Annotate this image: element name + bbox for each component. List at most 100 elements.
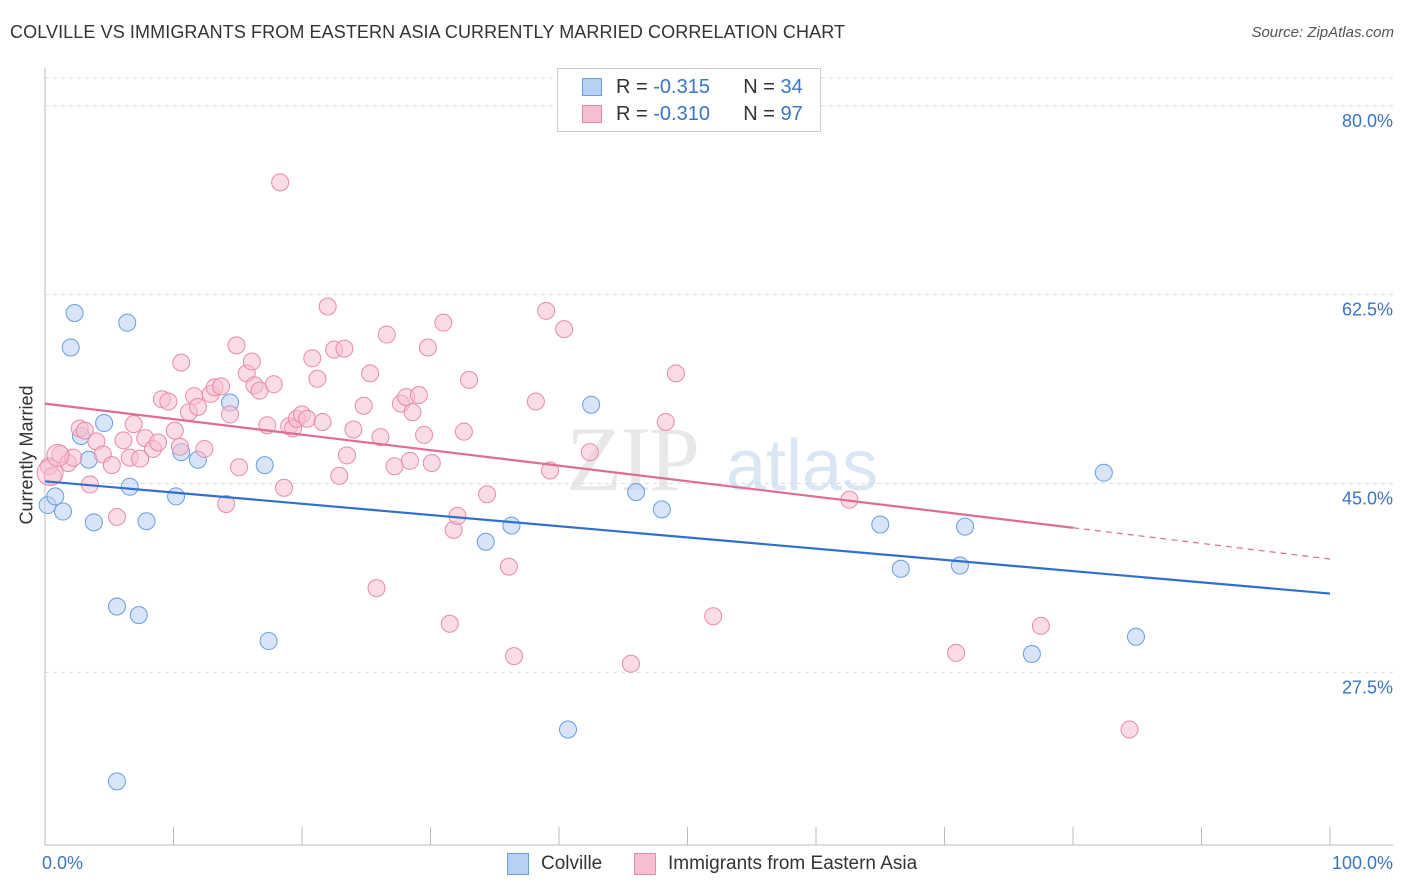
series-colville-points bbox=[38, 303, 1145, 791]
immigrants-point bbox=[298, 409, 317, 428]
x-tick-label: 0.0% bbox=[42, 853, 83, 873]
legend-item-colville: Colville bbox=[507, 852, 602, 876]
colville-point bbox=[255, 456, 274, 475]
colville-point bbox=[502, 516, 521, 535]
immigrants-point bbox=[165, 421, 184, 440]
r-value-immigrants: -0.310 bbox=[653, 102, 710, 125]
immigrants-point bbox=[318, 297, 337, 316]
immigrants-point bbox=[385, 457, 404, 476]
colville-point bbox=[167, 487, 186, 506]
immigrants-point bbox=[242, 352, 261, 371]
immigrants-point bbox=[361, 364, 380, 383]
y-tick-label: 27.5% bbox=[1342, 677, 1393, 697]
immigrants-point bbox=[217, 494, 236, 513]
immigrants-point bbox=[107, 507, 126, 526]
immigrants-point bbox=[400, 451, 419, 470]
immigrants-point bbox=[1120, 720, 1139, 739]
n-label: N = bbox=[743, 102, 775, 125]
immigrants-point bbox=[313, 412, 332, 431]
colville-point bbox=[871, 515, 890, 534]
colville-point bbox=[107, 597, 126, 616]
legend-box-immigrants bbox=[634, 853, 656, 875]
colville-point bbox=[95, 414, 114, 433]
immigrants-point bbox=[454, 422, 473, 441]
n-value-immigrants: 97 bbox=[780, 102, 803, 125]
legend-item-immigrants: Immigrants from Eastern Asia bbox=[634, 852, 917, 876]
source-label: Source: ZipAtlas.com bbox=[1251, 24, 1394, 41]
colville-point bbox=[558, 720, 577, 739]
immigrants-point bbox=[403, 403, 422, 422]
r-label: R = bbox=[616, 102, 648, 125]
x-tick-label: 100.0% bbox=[1332, 853, 1393, 873]
legend-label-immigrants: Immigrants from Eastern Asia bbox=[668, 853, 918, 874]
immigrants-point bbox=[526, 392, 545, 411]
immigrants-point bbox=[275, 478, 294, 497]
immigrants-point bbox=[170, 437, 189, 456]
immigrants-point bbox=[195, 439, 214, 458]
immigrants-point bbox=[212, 377, 231, 396]
colville-point bbox=[950, 556, 969, 575]
y-tick-label: 62.5% bbox=[1342, 300, 1393, 320]
immigrants-point bbox=[580, 443, 599, 462]
immigrants-point bbox=[102, 456, 121, 475]
colville-point bbox=[891, 559, 910, 578]
immigrants-point bbox=[230, 458, 249, 477]
chart-title: COLVILLE VS IMMIGRANTS FROM EASTERN ASIA… bbox=[10, 22, 846, 42]
trend-line-immigrants bbox=[44, 402, 1074, 529]
immigrants-point bbox=[188, 397, 207, 416]
stats-legend: R = -0.315 N = 34 R = -0.310 N = 97 bbox=[557, 68, 821, 132]
immigrants-point bbox=[159, 392, 178, 411]
n-value-colville: 34 bbox=[780, 75, 803, 98]
immigrants-point bbox=[666, 364, 685, 383]
colville-point bbox=[53, 502, 72, 521]
legend-row-colville: R = -0.315 N = 34 bbox=[582, 76, 803, 98]
colville-point bbox=[582, 395, 601, 414]
legend-box-colville bbox=[507, 853, 529, 875]
immigrants-point bbox=[330, 466, 349, 485]
colville-point bbox=[1094, 463, 1113, 482]
tick-labels: 27.5% 45.0% 62.5% 80.0% 0.0% 100.0% bbox=[42, 111, 1393, 873]
colville-point bbox=[652, 500, 671, 519]
immigrants-point bbox=[114, 431, 133, 450]
immigrants-point bbox=[367, 579, 386, 598]
immigrants-point bbox=[704, 607, 723, 626]
immigrants-point bbox=[335, 339, 354, 358]
r-value-colville: -0.315 bbox=[653, 75, 710, 98]
immigrants-point bbox=[337, 446, 356, 465]
watermark: ZIP atlas bbox=[566, 408, 878, 510]
series-immigrants-points bbox=[36, 173, 1139, 739]
n-label: N = bbox=[743, 75, 775, 98]
trend-line-colville bbox=[44, 480, 1331, 595]
immigrants-point bbox=[537, 301, 556, 320]
colville-point bbox=[1126, 627, 1145, 646]
immigrants-point bbox=[434, 313, 453, 332]
trend-line-immigrants-extrapolated bbox=[1072, 527, 1331, 560]
immigrants-point bbox=[418, 338, 437, 357]
axes bbox=[44, 68, 1393, 846]
immigrants-point bbox=[555, 320, 574, 339]
immigrants-point bbox=[172, 353, 191, 372]
colville-point bbox=[129, 606, 148, 625]
legend-swatch-immigrants bbox=[582, 105, 602, 123]
colville-point bbox=[118, 313, 137, 332]
immigrants-point-cluster bbox=[46, 443, 70, 467]
immigrants-point bbox=[75, 421, 94, 440]
colville-point bbox=[61, 338, 80, 357]
immigrants-point bbox=[124, 415, 143, 434]
immigrants-point bbox=[415, 425, 434, 444]
immigrants-point bbox=[303, 349, 322, 368]
immigrants-point bbox=[264, 375, 283, 394]
immigrants-point bbox=[621, 654, 640, 673]
immigrants-point bbox=[271, 173, 290, 192]
immigrants-point bbox=[499, 557, 518, 576]
immigrants-point bbox=[354, 396, 373, 415]
immigrants-point bbox=[478, 485, 497, 504]
legend-label-colville: Colville bbox=[541, 853, 603, 874]
y-tick-label: 45.0% bbox=[1342, 488, 1393, 508]
immigrants-point bbox=[409, 385, 428, 404]
immigrants-point bbox=[377, 325, 396, 344]
immigrants-point bbox=[440, 614, 459, 633]
immigrants-point bbox=[43, 466, 62, 485]
immigrants-point bbox=[541, 461, 560, 480]
